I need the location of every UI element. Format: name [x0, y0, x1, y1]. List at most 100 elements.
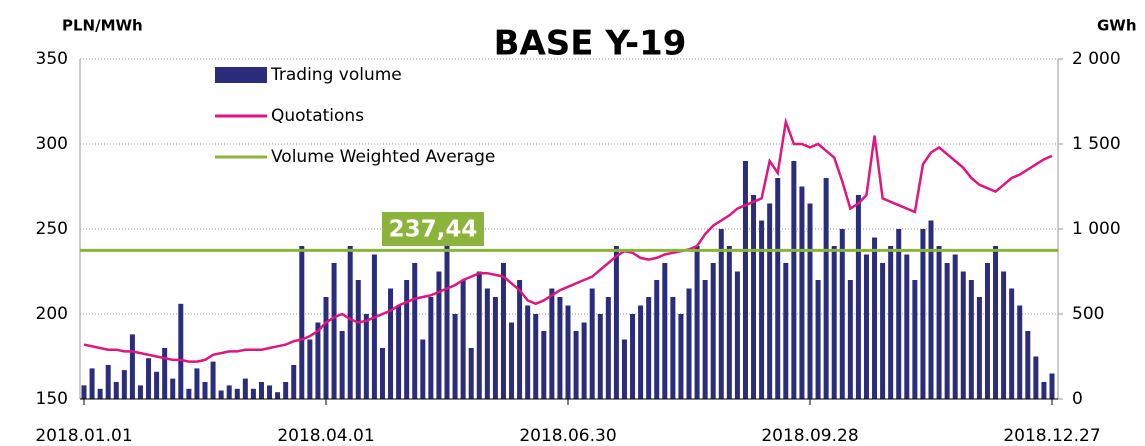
volume-bar: [162, 348, 168, 399]
volume-bar: [476, 271, 482, 399]
y2-tick-label: 0: [1072, 389, 1083, 409]
legend-label: Trading volume: [270, 65, 402, 85]
volume-bar: [517, 280, 523, 399]
volume-bar: [605, 297, 611, 399]
volume-bar: [775, 178, 781, 399]
volume-bar: [686, 288, 692, 399]
volume-bar: [218, 390, 224, 399]
volume-bar: [751, 195, 757, 399]
volume-bar: [654, 280, 660, 399]
volume-bar: [565, 305, 571, 399]
volume-bar: [928, 220, 934, 399]
volume-bar: [97, 388, 103, 399]
volume-bar: [872, 237, 878, 399]
volume-bar: [129, 334, 135, 399]
volume-bar: [404, 280, 410, 399]
x-tick-label: 2018.06.30: [519, 426, 616, 446]
volume-bar: [597, 314, 603, 399]
x-tick-label: 2018.12.27: [1003, 426, 1100, 446]
volume-bar: [492, 297, 498, 399]
volume-bar: [509, 322, 515, 399]
y2-tick-label: 2 000: [1072, 49, 1121, 69]
volume-bar: [500, 263, 506, 399]
y2-axis-label: GWh: [1097, 17, 1137, 35]
volume-bar: [339, 331, 345, 399]
volume-bar: [299, 246, 305, 399]
y-tick-label: 200: [36, 304, 68, 324]
volume-bar: [823, 178, 829, 399]
volume-bar: [984, 263, 990, 399]
volume-bar: [694, 246, 700, 399]
volume-bar: [355, 280, 361, 399]
volume-bar: [468, 348, 474, 399]
volume-bar: [831, 246, 837, 399]
volume-bar: [573, 331, 579, 399]
volume-bar: [952, 254, 958, 399]
volume-bar: [186, 388, 192, 399]
volume-bar: [452, 314, 458, 399]
volume-bar: [896, 229, 902, 399]
x-tick-label: 2018.09.28: [761, 426, 858, 446]
volume-bar: [444, 246, 450, 399]
volume-bar: [484, 288, 490, 399]
volume-bar: [154, 371, 160, 399]
chart-title: BASE Y-19: [494, 24, 687, 64]
x-tick-label: 2018.04.01: [277, 426, 374, 446]
volume-bar: [1017, 305, 1023, 399]
volume-bar: [630, 314, 636, 399]
volume-bar: [121, 370, 127, 399]
volume-bar: [960, 271, 966, 399]
y-tick-label: 150: [36, 389, 68, 409]
volume-bar: [533, 314, 539, 399]
volume-bar: [331, 263, 337, 399]
volume-bar: [250, 388, 256, 399]
volume-bar: [936, 246, 942, 399]
volume-bar: [589, 288, 595, 399]
volume-bar: [137, 385, 143, 399]
volume-bar: [1041, 382, 1047, 399]
volume-bar: [541, 331, 547, 399]
volume-bar: [226, 385, 232, 399]
volume-bar: [993, 246, 999, 399]
y-tick-label: 250: [36, 219, 68, 239]
x-tick-label: 2018.01.01: [35, 426, 132, 446]
volume-bar: [146, 358, 152, 399]
average-label: 237,44: [389, 217, 478, 243]
volume-bar: [1009, 288, 1015, 399]
volume-bar: [944, 263, 950, 399]
volume-bar: [863, 254, 869, 399]
volume-bar: [904, 254, 910, 399]
volume-bar: [436, 271, 442, 399]
volume-bar: [307, 339, 313, 399]
volume-bar: [815, 280, 821, 399]
volume-bar: [888, 246, 894, 399]
volume-bar: [807, 203, 813, 399]
volume-bar: [267, 385, 273, 399]
volume-bar: [557, 297, 563, 399]
volume-bar: [549, 288, 555, 399]
volume-bar: [242, 378, 248, 399]
volume-bar: [855, 195, 861, 399]
volume-bar: [1025, 331, 1031, 399]
volume-bar: [202, 382, 208, 399]
volume-bar: [371, 254, 377, 399]
volume-bar: [839, 229, 845, 399]
y-tick-label: 300: [36, 134, 68, 154]
volume-bar: [621, 339, 627, 399]
volume-bar: [646, 297, 652, 399]
y2-tick-label: 1 000: [1072, 219, 1121, 239]
y-axis-label: PLN/MWh: [62, 17, 143, 35]
volume-bar: [194, 368, 200, 399]
y2-tick-label: 500: [1072, 304, 1104, 324]
volume-bar: [783, 263, 789, 399]
legend-label: Volume Weighted Average: [271, 147, 495, 167]
volume-bar: [234, 388, 240, 399]
volume-bar: [880, 263, 886, 399]
volume-bar: [347, 246, 353, 399]
volume-bar: [420, 339, 426, 399]
legend-label: Quotations: [271, 106, 364, 126]
average-label-box: [382, 212, 484, 246]
volume-bar: [412, 263, 418, 399]
volume-bar: [968, 280, 974, 399]
